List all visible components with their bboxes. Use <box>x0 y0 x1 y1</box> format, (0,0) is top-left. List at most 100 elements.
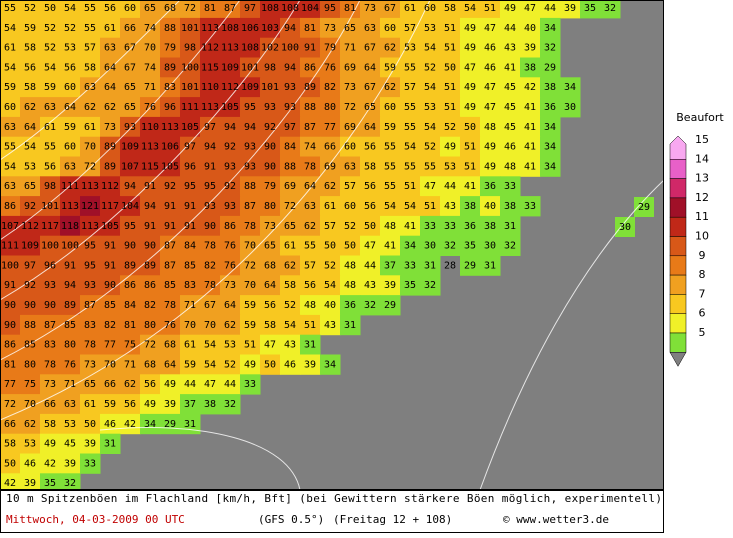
wind-cell <box>180 235 201 256</box>
gust-value: 113 <box>201 23 219 34</box>
gust-value: 59 <box>184 359 196 370</box>
gust-value: 78 <box>164 300 176 311</box>
wind-cell <box>20 473 41 494</box>
wind-cell <box>280 354 301 375</box>
wind-cell <box>20 97 41 118</box>
wind-cell <box>20 57 41 78</box>
wind-cell <box>540 77 561 98</box>
gust-value: 55 <box>84 23 96 34</box>
gust-value: 92 <box>164 181 176 192</box>
gust-value: 71 <box>124 359 136 370</box>
wind-cell <box>200 334 221 355</box>
gust-value: 63 <box>64 161 76 172</box>
gust-value: 51 <box>464 161 476 172</box>
wind-cell <box>40 275 61 296</box>
gust-value: 86 <box>124 280 136 291</box>
wind-cell <box>540 57 561 78</box>
wind-cell <box>300 196 321 217</box>
wind-cell <box>320 215 341 237</box>
gust-value: 41 <box>524 161 536 172</box>
wind-cell <box>300 57 321 78</box>
wind-cell <box>480 176 501 197</box>
wind-cell <box>0 215 21 237</box>
legend-label: 15 <box>695 133 709 146</box>
gust-value: 89 <box>64 300 76 311</box>
wind-cell <box>480 136 501 157</box>
wind-cell <box>0 97 21 118</box>
wind-cell <box>240 176 261 197</box>
gust-value: 104 <box>301 3 319 14</box>
wind-cell <box>240 57 261 78</box>
footer-credit: © www.wetter3.de <box>503 513 609 526</box>
gust-value: 46 <box>484 43 496 54</box>
wind-cell <box>220 314 241 336</box>
wind-cell <box>260 176 281 197</box>
gust-value: 56 <box>364 181 376 192</box>
gust-value: 34 <box>324 359 336 370</box>
gust-value: 30 <box>424 241 436 252</box>
gust-value: 111 <box>61 181 79 192</box>
gust-value: 34 <box>564 82 576 93</box>
gust-value: 52 <box>444 122 456 133</box>
wind-cell <box>300 215 321 237</box>
wind-cell <box>80 116 101 138</box>
gust-value: 39 <box>524 43 536 54</box>
gust-value: 49 <box>464 23 476 34</box>
gust-value: 92 <box>24 280 36 291</box>
gust-value: 70 <box>144 43 156 54</box>
wind-cell <box>200 215 221 237</box>
gust-value: 91 <box>144 181 156 192</box>
gust-value: 46 <box>484 62 496 73</box>
gust-value: 113 <box>141 142 159 153</box>
wind-cell <box>380 97 401 118</box>
gust-value: 90 <box>144 241 156 252</box>
gust-value: 81 <box>124 320 136 331</box>
gust-value: 44 <box>444 181 456 192</box>
gust-value: 49 <box>484 161 496 172</box>
wind-cell <box>320 77 341 98</box>
wind-cell <box>560 97 581 118</box>
wind-cell <box>220 394 241 415</box>
wind-cell <box>500 97 521 118</box>
gust-value: 115 <box>201 62 219 73</box>
gust-value: 91 <box>104 260 116 271</box>
wind-cell <box>480 255 501 276</box>
gust-value: 87 <box>44 320 56 331</box>
gust-value: 33 <box>524 201 536 212</box>
gust-value: 101 <box>181 23 199 34</box>
gust-value: 40 <box>484 201 496 212</box>
gust-value: 48 <box>304 300 316 311</box>
wind-cell <box>300 176 321 197</box>
gust-value: 30 <box>564 102 576 113</box>
wind-cell <box>40 215 61 237</box>
wind-cell <box>320 97 341 118</box>
wind-cell <box>440 0 461 19</box>
gust-value: 62 <box>104 102 116 113</box>
wind-cell <box>360 57 381 78</box>
wind-cell <box>240 215 261 237</box>
legend-swatch <box>669 236 687 257</box>
gust-value: 97 <box>204 122 216 133</box>
gust-value: 100 <box>281 43 299 54</box>
gust-value: 58 <box>444 3 456 14</box>
gust-value: 109 <box>21 241 39 252</box>
wind-cell <box>60 473 81 494</box>
wind-cell <box>0 255 21 276</box>
wind-cell <box>220 116 241 138</box>
wind-cell <box>460 77 481 98</box>
legend-swatch <box>669 313 687 334</box>
wind-cell <box>140 136 161 157</box>
wind-cell <box>280 275 301 296</box>
gust-value: 63 <box>84 82 96 93</box>
gust-value: 62 <box>24 419 36 430</box>
wind-cell <box>200 97 221 118</box>
wind-cell <box>40 77 61 98</box>
wind-cell <box>260 295 281 316</box>
gust-value: 91 <box>64 260 76 271</box>
gust-value: 85 <box>184 260 196 271</box>
legend-title: Beaufort <box>676 111 724 124</box>
gust-value: 47 <box>264 340 276 351</box>
gust-value: 97 <box>24 260 36 271</box>
wind-cell <box>220 295 241 316</box>
gust-value: 51 <box>484 3 496 14</box>
